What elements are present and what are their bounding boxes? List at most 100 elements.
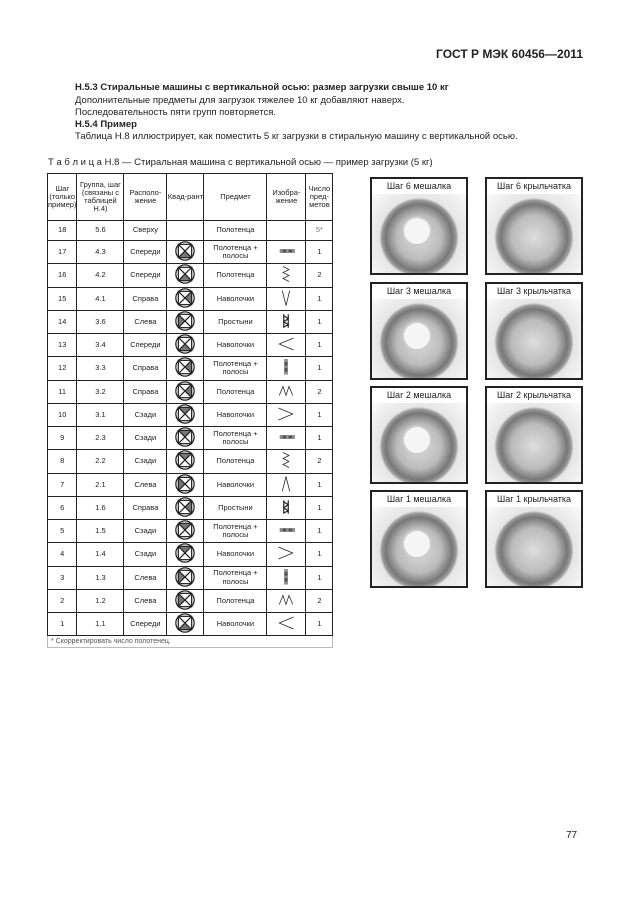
location-cell: Справа <box>123 495 168 521</box>
step-cell: 16 <box>46 263 78 288</box>
count-value: 1 <box>317 549 322 559</box>
count-value: 1 <box>317 247 322 256</box>
step-cell: 11 <box>46 379 78 404</box>
count-value: 1 <box>317 526 322 535</box>
quadrant-right-icon <box>175 357 196 378</box>
count-value: 5* <box>315 225 323 235</box>
group-cell: 4.2 <box>76 263 125 288</box>
paragraph: Последовательность пяти групп повторяетс… <box>75 107 277 118</box>
location-cell: Спереди <box>123 332 168 358</box>
count-value: 1 <box>317 502 322 512</box>
location-cell: Сзади <box>123 449 168 474</box>
column-header: Изобра-жение <box>266 173 307 221</box>
load-pattern-v-icon <box>282 289 291 306</box>
group-cell: 1.1 <box>76 611 125 637</box>
photo-label: Шаг 6 мешалка <box>386 181 452 191</box>
section-heading: Н.5.3 Стиральные машины с вертикальной о… <box>75 82 449 93</box>
count-cell: 1 <box>305 472 334 497</box>
table-row: 3 1.3 Слева Полотенца + полосы 1 <box>46 565 334 590</box>
count-cell: 1 <box>305 309 334 335</box>
photo-panel: Шаг 3 мешалка <box>370 282 468 380</box>
image-cell <box>266 518 307 544</box>
table-row: 11 3.2 Справа Полотенца 2 <box>46 379 334 404</box>
count-cell: 2 <box>305 449 334 474</box>
drum-photo <box>487 194 581 273</box>
quadrant-back-icon <box>175 450 196 471</box>
load-pattern-lt-icon <box>278 337 295 351</box>
agitator-hub <box>402 425 432 455</box>
quadrant-left-icon <box>175 589 196 610</box>
photo-label: Шаг 1 крыльчатка <box>496 494 572 504</box>
location-cell: Слева <box>123 565 168 590</box>
item-cell: Наволочки <box>203 472 268 497</box>
location-cell: Слева <box>123 472 168 497</box>
location-cell: Сверху <box>123 220 168 241</box>
count-cell: 1 <box>305 402 334 428</box>
photo-label: Шаг 2 мешалка <box>386 390 452 400</box>
page-number: 77 <box>566 830 578 841</box>
load-pattern-strips-v-icon <box>284 359 289 375</box>
photo-panel: Шаг 1 крыльчатка <box>485 490 583 588</box>
image-cell <box>266 239 307 265</box>
quadrant-left-icon <box>175 566 196 587</box>
photo-label: Шаг 6 крыльчатка <box>496 181 572 191</box>
item-cell: Полотенца <box>203 263 268 288</box>
quadrant-cell <box>166 332 205 358</box>
quadrant-cell <box>166 495 205 521</box>
table-row: 18 5.6 Сверху Полотенца 5* <box>46 220 334 241</box>
location-cell: Спереди <box>123 239 168 265</box>
drum-photo <box>372 507 466 586</box>
load-pattern-gt-icon <box>278 546 295 560</box>
quadrant-cell <box>166 263 205 288</box>
photo-panel: Шаг 3 крыльчатка <box>485 282 583 380</box>
column-header: Предмет <box>203 173 268 221</box>
drum-photo <box>372 403 466 482</box>
load-pattern-caret-icon <box>282 475 291 492</box>
group-cell: 1.3 <box>76 565 125 590</box>
photo-panel: Шаг 2 мешалка <box>370 386 468 484</box>
section-heading: Н.5.4 Пример <box>75 119 137 130</box>
paragraph: Дополнительные предметы для загрузок тяж… <box>75 95 405 106</box>
item-cell: Полотенца + полосы <box>203 239 268 265</box>
step-cell: 8 <box>46 449 78 474</box>
image-cell <box>266 379 307 404</box>
location-cell: Спереди <box>123 611 168 637</box>
item-cell: Простыни <box>203 309 268 335</box>
load-pattern-spiral-icon <box>283 500 290 514</box>
photo-label: Шаг 3 крыльчатка <box>496 286 572 296</box>
quadrant-left-icon <box>175 310 196 331</box>
table-row: 15 4.1 Справа Наволочки 1 <box>46 286 334 311</box>
agitator-hub <box>402 529 432 559</box>
count-value: 1 <box>317 619 322 628</box>
item-cell: Полотенца <box>203 588 268 614</box>
image-cell <box>266 286 307 311</box>
quadrant-cell <box>166 518 205 544</box>
image-cell <box>266 565 307 590</box>
image-cell <box>266 588 307 614</box>
location-cell: Слева <box>123 309 168 335</box>
photo-label: Шаг 3 мешалка <box>386 286 452 296</box>
drum-photo <box>372 299 466 378</box>
step-cell: 9 <box>46 425 78 451</box>
load-pattern-gt-icon <box>278 407 295 421</box>
quadrant-cell <box>166 542 205 567</box>
count-cell: 1 <box>305 611 334 637</box>
table-row: 16 4.2 Спереди Полотенца 2 <box>46 263 334 288</box>
loading-table: Шаг (только пример) Группа, шаг (связаны … <box>46 173 334 649</box>
quadrant-cell <box>166 402 205 428</box>
column-header: Группа, шаг (связаны с таблицей Н.4) <box>76 173 125 221</box>
step-cell: 4 <box>46 542 78 567</box>
location-cell: Спереди <box>123 263 168 288</box>
table-row: 14 3.6 Слева Простыни 1 <box>46 309 334 335</box>
image-cell <box>266 542 307 567</box>
table-footnote: * Скорректировать число полотенец. <box>46 635 334 649</box>
count-value: 1 <box>317 340 322 349</box>
location-cell: Справа <box>123 286 168 311</box>
table-row: 17 4.3 Спереди Полотенца + полосы 1 <box>46 239 334 265</box>
table-caption: Т а б л и ц а Н.8 — Стиральная машина с … <box>48 157 433 168</box>
count-cell: 2 <box>305 263 334 288</box>
count-cell: 1 <box>305 332 334 358</box>
step-cell: 5 <box>46 518 78 544</box>
load-pattern-spiral-icon <box>283 314 290 328</box>
step-cell: 6 <box>46 495 78 521</box>
